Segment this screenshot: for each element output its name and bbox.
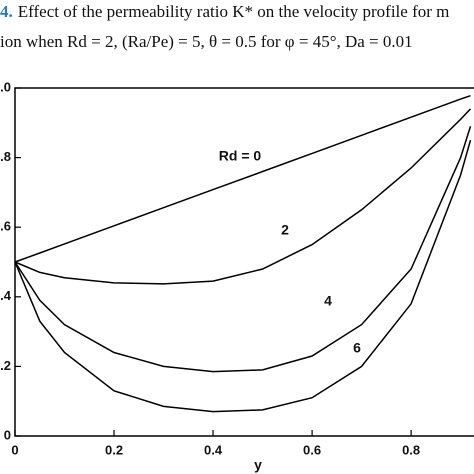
series-line xyxy=(14,108,472,285)
y-tick-label: .0 xyxy=(0,79,11,94)
y-tick-label: .8 xyxy=(0,149,11,164)
y-tick-label: .6 xyxy=(0,219,11,234)
plot-frame xyxy=(14,87,474,437)
figure-number: 4. xyxy=(0,2,13,21)
series-label: 4 xyxy=(324,293,332,309)
x-tick-label: 0.8 xyxy=(402,442,420,457)
x-tick-label: 0.2 xyxy=(105,442,123,457)
x-tick-label: 0.4 xyxy=(204,442,223,457)
series-line xyxy=(14,139,472,413)
y-tick-label: .4 xyxy=(0,288,12,303)
series-line xyxy=(14,94,471,263)
series-line xyxy=(14,126,472,373)
series-label: 2 xyxy=(281,222,289,238)
x-axis-label: y xyxy=(254,457,262,473)
caption-line: ion when Rd = 2, (Ra/Pe) = 5, θ = 0.5 fo… xyxy=(0,32,413,51)
series-label: 6 xyxy=(353,340,361,356)
caption-text: Effect of the permeability ratio K* on t… xyxy=(18,2,450,21)
series-label: Rd = 0 xyxy=(219,148,262,164)
y-tick-label: .2 xyxy=(0,358,11,373)
caption-line: 4. Effect of the permeability ratio K* on… xyxy=(0,2,449,21)
x-tick-label: 0 xyxy=(11,442,18,457)
x-tick-label: 0.6 xyxy=(303,442,321,457)
y-tick-label: 0 xyxy=(4,427,11,442)
